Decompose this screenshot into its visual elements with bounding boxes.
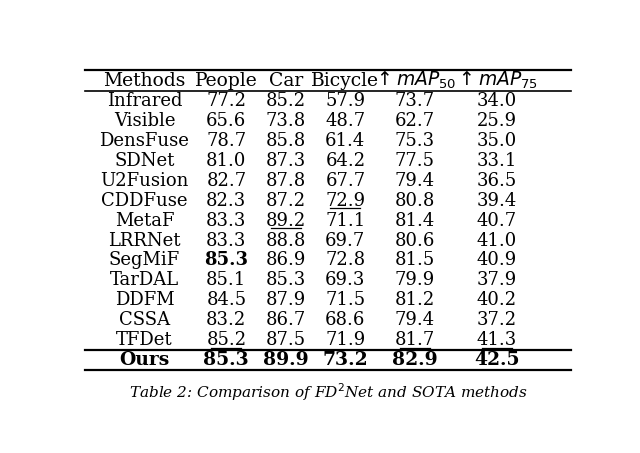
Text: 39.4: 39.4 xyxy=(477,192,516,210)
Text: 79.4: 79.4 xyxy=(395,311,435,329)
Text: 84.5: 84.5 xyxy=(206,291,246,309)
Text: 82.9: 82.9 xyxy=(392,351,438,369)
Text: 42.5: 42.5 xyxy=(474,351,520,369)
Text: 80.6: 80.6 xyxy=(395,231,435,250)
Text: 37.9: 37.9 xyxy=(477,271,516,289)
Text: 89.9: 89.9 xyxy=(263,351,308,369)
Text: TFDet: TFDet xyxy=(116,331,173,349)
Text: Visible: Visible xyxy=(114,112,175,130)
Text: 82.3: 82.3 xyxy=(206,192,246,210)
Text: MetaF: MetaF xyxy=(115,212,174,230)
Text: TarDAL: TarDAL xyxy=(110,271,179,289)
Text: 71.1: 71.1 xyxy=(325,212,365,230)
Text: 69.3: 69.3 xyxy=(325,271,365,289)
Text: 62.7: 62.7 xyxy=(395,112,435,130)
Text: 87.2: 87.2 xyxy=(266,192,306,210)
Text: 87.5: 87.5 xyxy=(266,331,306,349)
Text: 64.2: 64.2 xyxy=(325,152,365,170)
Text: Table 2: Comparison of FD$^2$Net and SOTA methods: Table 2: Comparison of FD$^2$Net and SOT… xyxy=(129,381,527,403)
Text: 41.0: 41.0 xyxy=(477,231,516,250)
Text: People: People xyxy=(195,72,258,90)
Text: 61.4: 61.4 xyxy=(325,132,365,150)
Text: 86.9: 86.9 xyxy=(266,251,306,270)
Text: CDDFuse: CDDFuse xyxy=(101,192,188,210)
Text: 34.0: 34.0 xyxy=(477,92,516,111)
Text: 77.5: 77.5 xyxy=(395,152,435,170)
Text: CSSA: CSSA xyxy=(119,311,170,329)
Text: 71.5: 71.5 xyxy=(325,291,365,309)
Text: 85.3: 85.3 xyxy=(204,351,249,369)
Text: 78.7: 78.7 xyxy=(206,132,246,150)
Text: 72.8: 72.8 xyxy=(325,251,365,270)
Text: 35.0: 35.0 xyxy=(477,132,516,150)
Text: 87.9: 87.9 xyxy=(266,291,306,309)
Text: 83.3: 83.3 xyxy=(206,212,246,230)
Text: Car: Car xyxy=(269,72,303,90)
Text: 81.4: 81.4 xyxy=(395,212,435,230)
Text: 89.2: 89.2 xyxy=(266,212,306,230)
Text: Ours: Ours xyxy=(119,351,170,369)
Text: 67.7: 67.7 xyxy=(325,172,365,190)
Text: 77.2: 77.2 xyxy=(206,92,246,111)
Text: 69.7: 69.7 xyxy=(325,231,365,250)
Text: 81.2: 81.2 xyxy=(395,291,435,309)
Text: 86.7: 86.7 xyxy=(266,311,306,329)
Text: DensFuse: DensFuse xyxy=(100,132,189,150)
Text: 41.3: 41.3 xyxy=(477,331,516,349)
Text: SDNet: SDNet xyxy=(115,152,175,170)
Text: U2Fusion: U2Fusion xyxy=(100,172,189,190)
Text: 83.3: 83.3 xyxy=(206,231,246,250)
Text: 57.9: 57.9 xyxy=(325,92,365,111)
Text: 72.9: 72.9 xyxy=(325,192,365,210)
Text: 79.9: 79.9 xyxy=(395,271,435,289)
Text: 73.8: 73.8 xyxy=(266,112,306,130)
Text: 87.3: 87.3 xyxy=(266,152,306,170)
Text: 48.7: 48.7 xyxy=(325,112,365,130)
Text: 65.6: 65.6 xyxy=(206,112,246,130)
Text: 37.2: 37.2 xyxy=(477,311,516,329)
Text: 33.1: 33.1 xyxy=(476,152,517,170)
Text: 81.0: 81.0 xyxy=(206,152,246,170)
Text: LRRNet: LRRNet xyxy=(108,231,180,250)
Text: 75.3: 75.3 xyxy=(395,132,435,150)
Text: $\uparrow mAP_{50}$: $\uparrow mAP_{50}$ xyxy=(373,70,456,91)
Text: 82.7: 82.7 xyxy=(206,172,246,190)
Text: 85.1: 85.1 xyxy=(206,271,246,289)
Text: $\uparrow mAP_{75}$: $\uparrow mAP_{75}$ xyxy=(455,70,538,91)
Text: 40.2: 40.2 xyxy=(477,291,516,309)
Text: 79.4: 79.4 xyxy=(395,172,435,190)
Text: 68.6: 68.6 xyxy=(325,311,365,329)
Text: 40.9: 40.9 xyxy=(477,251,516,270)
Text: 73.7: 73.7 xyxy=(395,92,435,111)
Text: Bicycle: Bicycle xyxy=(312,72,380,90)
Text: 81.7: 81.7 xyxy=(395,331,435,349)
Text: 40.7: 40.7 xyxy=(477,212,516,230)
Text: 80.8: 80.8 xyxy=(395,192,435,210)
Text: 73.2: 73.2 xyxy=(323,351,368,369)
Text: 85.3: 85.3 xyxy=(266,271,306,289)
Text: Infrared: Infrared xyxy=(107,92,182,111)
Text: 25.9: 25.9 xyxy=(477,112,516,130)
Text: 85.2: 85.2 xyxy=(266,92,306,111)
Text: 85.8: 85.8 xyxy=(266,132,306,150)
Text: 71.9: 71.9 xyxy=(325,331,365,349)
Text: 88.8: 88.8 xyxy=(266,231,306,250)
Text: DDFM: DDFM xyxy=(115,291,174,309)
Text: 85.3: 85.3 xyxy=(204,251,248,270)
Text: 81.5: 81.5 xyxy=(395,251,435,270)
Text: 87.8: 87.8 xyxy=(266,172,306,190)
Text: 83.2: 83.2 xyxy=(206,311,246,329)
Text: 36.5: 36.5 xyxy=(477,172,516,190)
Text: SegMiF: SegMiF xyxy=(109,251,180,270)
Text: 85.2: 85.2 xyxy=(206,331,246,349)
Text: Methods: Methods xyxy=(103,72,186,90)
